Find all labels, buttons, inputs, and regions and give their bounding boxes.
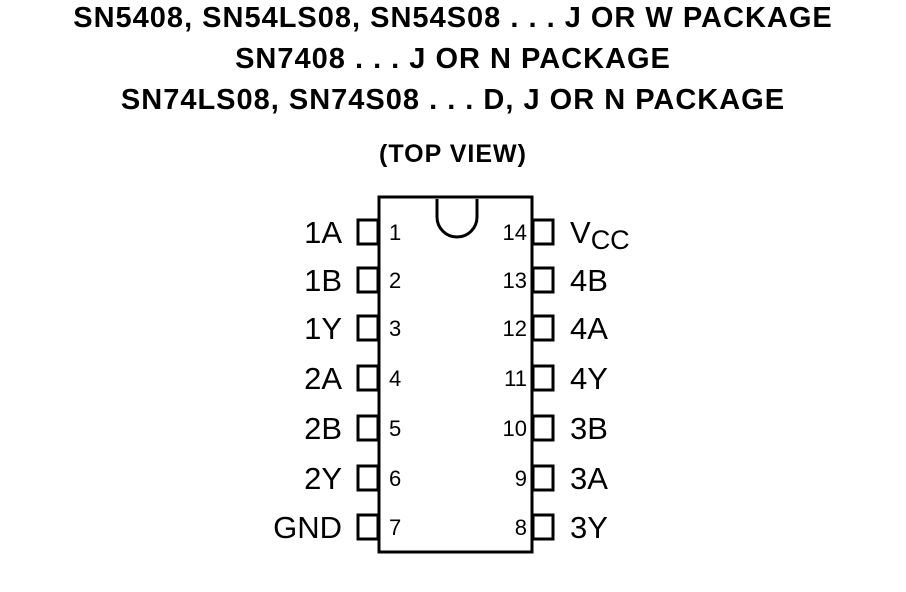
pin-number: 11 xyxy=(504,366,527,391)
pin-number: 5 xyxy=(389,416,401,441)
pin-lead xyxy=(356,218,380,246)
pin-name: 2B xyxy=(304,411,342,446)
pin-name: 4Y xyxy=(570,361,608,396)
pin-left-2: 2 1B xyxy=(304,263,401,298)
right-pin-group: 14 VCC 13 4B 12 4A 11 4Y 10 3B 9 3A 8 3Y xyxy=(503,215,630,545)
pin-left-1: 1 1A xyxy=(304,215,401,250)
pin-name: VCC xyxy=(570,215,630,255)
pin-lead xyxy=(531,414,555,442)
pin-name-subscript: CC xyxy=(591,225,630,255)
pin-number: 1 xyxy=(389,220,401,245)
pin-name: 4A xyxy=(570,311,608,346)
pin-lead xyxy=(356,513,380,541)
pin-lead xyxy=(531,314,555,342)
pin-number: 8 xyxy=(515,515,527,540)
pin-number: 3 xyxy=(389,316,401,341)
pin-left-4: 4 2A xyxy=(304,361,401,396)
pin-lead xyxy=(356,266,380,294)
package-title-line-1: SN5408, SN54LS08, SN54S08 . . . J OR W P… xyxy=(73,2,833,34)
pin-name: 4B xyxy=(570,263,608,298)
pin-number: 10 xyxy=(503,416,527,441)
pin-right-9: 9 3A xyxy=(515,461,608,496)
pin-left-7: 7 GND xyxy=(273,510,401,545)
pin-right-8: 8 3Y xyxy=(515,510,608,545)
pin-right-12: 12 4A xyxy=(503,311,609,346)
pin-name: 2Y xyxy=(304,461,342,496)
package-title-line-2: SN7408 . . . J OR N PACKAGE xyxy=(235,43,671,75)
pin-left-3: 3 1Y xyxy=(304,311,401,346)
pin-lead xyxy=(531,513,555,541)
pin-left-5: 5 2B xyxy=(304,411,401,446)
package-title-line-3: SN74LS08, SN74S08 . . . D, J OR N PACKAG… xyxy=(120,84,786,116)
orientation-notch xyxy=(435,199,479,239)
pin-number: 12 xyxy=(503,316,527,341)
pin-lead xyxy=(356,364,380,392)
pin-name: 1Y xyxy=(304,311,342,346)
pin-number: 14 xyxy=(503,220,527,245)
pin-lead xyxy=(531,218,555,246)
pin-number: 2 xyxy=(389,268,401,293)
pin-number: 7 xyxy=(389,515,401,540)
pin-number: 13 xyxy=(503,268,527,293)
pin-right-14: 14 VCC xyxy=(503,215,630,255)
pin-number: 9 xyxy=(515,466,527,491)
pin-lead xyxy=(531,364,555,392)
pin-right-11: 11 4Y xyxy=(504,361,608,396)
pin-number: 6 xyxy=(389,466,401,491)
pin-name: GND xyxy=(273,510,342,545)
pin-right-10: 10 3B xyxy=(503,411,608,446)
pin-name: 2A xyxy=(304,361,342,396)
view-label: (TOP VIEW) xyxy=(379,140,527,168)
pin-lead xyxy=(356,414,380,442)
pin-number: 4 xyxy=(389,366,401,391)
pin-name: 3B xyxy=(570,411,608,446)
pin-name: 1A xyxy=(304,215,342,250)
pin-name: 3A xyxy=(570,461,608,496)
pin-name: 3Y xyxy=(570,510,608,545)
pin-lead xyxy=(356,314,380,342)
pin-right-13: 13 4B xyxy=(503,263,608,298)
pin-lead xyxy=(356,464,380,492)
pin-lead xyxy=(531,266,555,294)
pin-name: 1B xyxy=(304,263,342,298)
pin-left-6: 6 2Y xyxy=(304,461,401,496)
pin-lead xyxy=(531,464,555,492)
left-pin-group: 1 1A 2 1B 3 1Y 4 2A 5 2B 6 2Y 7 GND xyxy=(273,215,401,545)
